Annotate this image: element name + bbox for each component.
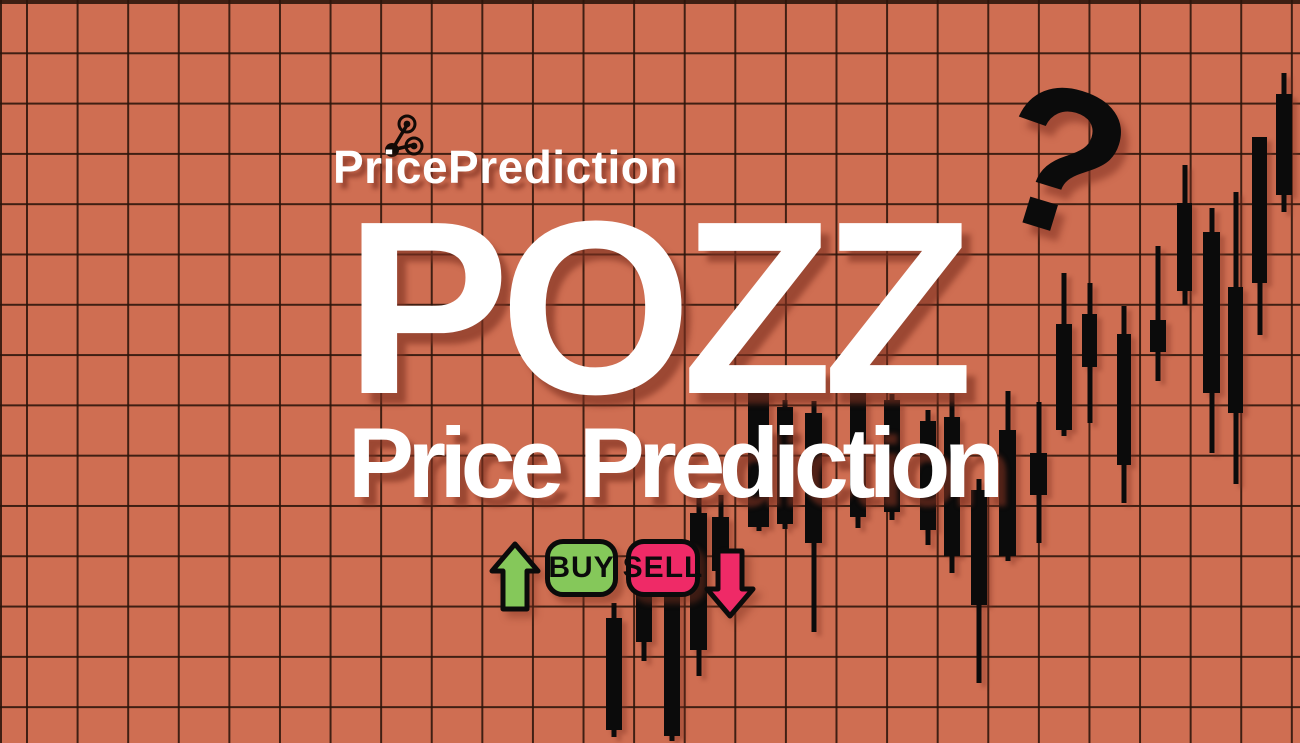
candle [805, 0, 822, 743]
candle [1150, 0, 1166, 743]
brand-name: PricePrediction [333, 141, 678, 193]
candle [1228, 0, 1243, 743]
network-nodes-icon [383, 108, 429, 165]
candle [944, 0, 960, 743]
candle [1117, 0, 1131, 743]
candle [1082, 0, 1097, 743]
candle [884, 0, 900, 743]
coin-title: POZZ [345, 170, 974, 446]
candle [748, 0, 769, 743]
candle [971, 0, 987, 743]
candle [1276, 0, 1292, 743]
sell-button[interactable]: SELL [623, 539, 702, 597]
candle [999, 0, 1016, 743]
candle [664, 0, 680, 743]
candle [1056, 0, 1072, 743]
candle [1203, 0, 1220, 743]
buy-button[interactable]: BUY [545, 539, 618, 597]
candle [920, 0, 936, 743]
headline-subtitle: Price Prediction [348, 407, 1004, 518]
candle [777, 0, 793, 743]
up-arrow-icon [488, 540, 542, 619]
candle [850, 0, 866, 743]
candle [606, 0, 622, 743]
candle [1030, 0, 1047, 743]
candle [1177, 0, 1192, 743]
candle [1252, 0, 1267, 743]
down-arrow-icon [703, 546, 757, 625]
